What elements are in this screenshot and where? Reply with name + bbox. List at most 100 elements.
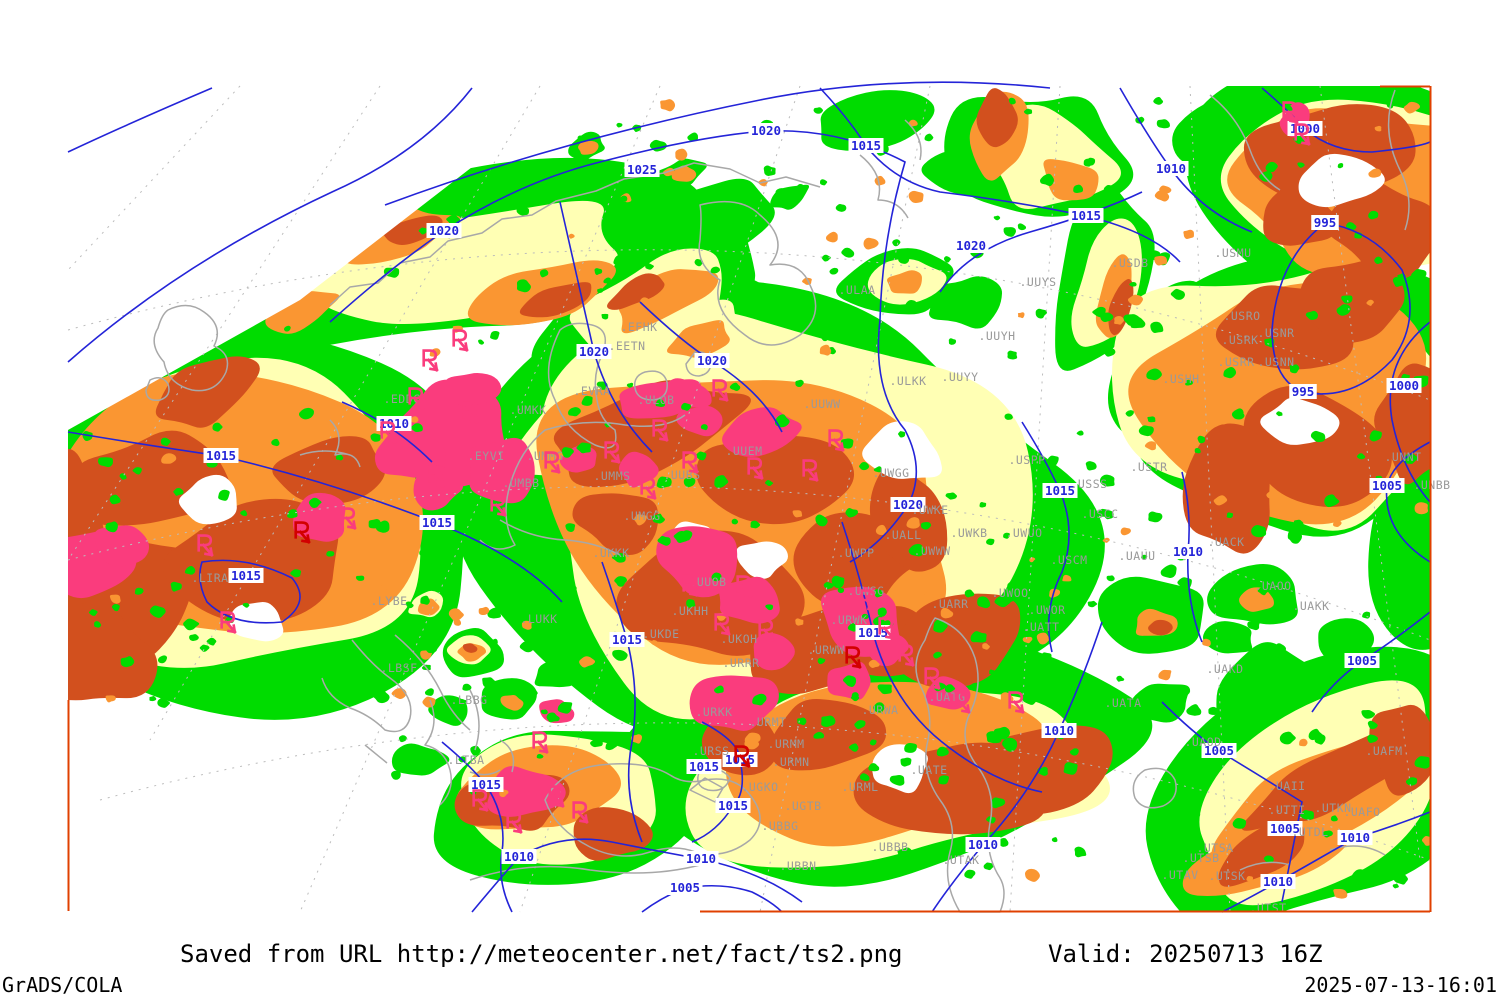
thunderstorm-symbol bbox=[422, 349, 439, 372]
prob-shade-speck bbox=[650, 640, 658, 645]
prob-shade-speck bbox=[1330, 815, 1338, 822]
prob-shade-speck bbox=[825, 231, 838, 243]
prob-shade-speck bbox=[105, 521, 118, 533]
prob-shade-speck bbox=[603, 277, 612, 284]
prob-shade-blob bbox=[1298, 153, 1385, 208]
prob-shade-speck bbox=[1232, 817, 1247, 829]
prob-shade-speck bbox=[490, 330, 500, 340]
isobar-label-box bbox=[953, 238, 989, 253]
prob-shade-speck bbox=[283, 325, 291, 332]
prob-shade-speck bbox=[398, 735, 408, 743]
prob-shade-speck bbox=[561, 584, 577, 597]
station-label: .ULKK bbox=[889, 374, 926, 388]
prob-shade-speck bbox=[1398, 867, 1406, 873]
thunderstorm-symbol bbox=[572, 801, 589, 824]
graticule-line bbox=[1189, 85, 1231, 913]
prob-shade-speck bbox=[149, 605, 166, 618]
prob-shade-speck bbox=[114, 413, 124, 421]
coastline bbox=[153, 304, 229, 392]
prob-shade-speck bbox=[579, 656, 596, 668]
prob-shade-blob bbox=[178, 474, 237, 525]
prob-shade-speck bbox=[327, 683, 338, 691]
isobar-label: 1015 bbox=[689, 759, 719, 774]
isobar-label-box bbox=[501, 849, 537, 864]
prob-shade-speck bbox=[410, 423, 423, 432]
prob-shade-speck bbox=[1029, 557, 1036, 563]
prob-shade-speck bbox=[1002, 593, 1016, 604]
prob-shade-speck bbox=[554, 340, 572, 354]
prob-shade-speck bbox=[308, 497, 322, 509]
prob-shade-speck bbox=[372, 690, 390, 704]
isobar-label-box bbox=[1260, 874, 1296, 889]
prob-shade-blob bbox=[1130, 683, 1190, 723]
prob-shade-speck bbox=[410, 416, 419, 423]
station-label: .UUYH bbox=[978, 329, 1015, 343]
thunderstorm-symbol bbox=[472, 789, 489, 812]
prob-shade-speck bbox=[868, 763, 880, 772]
prob-shade-speck bbox=[813, 731, 825, 739]
thunderstorm-symbol bbox=[652, 419, 669, 442]
prob-shade-speck bbox=[998, 837, 1009, 847]
isobar-label: 1015 bbox=[1045, 483, 1075, 498]
prob-shade-speck bbox=[462, 683, 472, 691]
prob-shade-speck bbox=[1125, 410, 1134, 417]
prob-shade-speck bbox=[1247, 620, 1260, 631]
station-label: .UNNT bbox=[1384, 450, 1421, 464]
prob-shade-speck bbox=[868, 659, 880, 668]
prob-shade-speck bbox=[714, 475, 729, 489]
prob-shade-blob bbox=[1369, 704, 1434, 796]
prob-shade-speck bbox=[1231, 408, 1244, 420]
thunderstorm-symbol bbox=[878, 617, 895, 640]
prob-shade-speck bbox=[1099, 312, 1114, 322]
prob-shade-speck bbox=[1073, 184, 1084, 193]
prob-shade-speck bbox=[478, 606, 490, 616]
prob-shade-speck bbox=[482, 677, 496, 688]
isobar-line bbox=[1161, 701, 1303, 903]
prob-shade-speck bbox=[1170, 288, 1185, 300]
station-label: .UWWW bbox=[913, 544, 950, 558]
prob-shade-blob bbox=[467, 437, 535, 504]
station-label: .UUYY bbox=[941, 370, 978, 384]
prob-shade-speck bbox=[1366, 871, 1375, 878]
prob-shade-blob bbox=[872, 744, 928, 794]
prob-shade-speck bbox=[991, 797, 1006, 809]
prob-shade-speck bbox=[1194, 447, 1201, 454]
prob-shade-blob bbox=[753, 632, 795, 671]
prob-shade-speck bbox=[1049, 512, 1060, 522]
prob-shade-speck bbox=[1367, 734, 1378, 743]
prob-shade-speck bbox=[516, 279, 531, 293]
prob-shade-speck bbox=[993, 726, 1010, 740]
prob-shade-speck bbox=[1146, 368, 1162, 381]
station-label: .EVRA bbox=[573, 384, 610, 398]
coastline bbox=[424, 689, 515, 806]
prob-shade-speck bbox=[675, 148, 688, 161]
graticule-line bbox=[67, 249, 1431, 401]
station-label: .UATE bbox=[910, 763, 947, 777]
prob-shade-blob bbox=[578, 140, 599, 155]
prob-shade-speck bbox=[546, 712, 560, 723]
prob-shade-speck bbox=[1246, 875, 1254, 882]
coastline bbox=[698, 200, 817, 346]
thunderstorm-symbol bbox=[532, 731, 549, 754]
prob-shade-blob bbox=[1148, 619, 1173, 636]
prob-shade-speck bbox=[1108, 204, 1124, 219]
prob-shade-speck bbox=[183, 618, 200, 631]
prob-shade-blob bbox=[607, 273, 665, 310]
isobar-label: 1015 bbox=[471, 777, 501, 792]
isobar-label: 1005 bbox=[1204, 743, 1234, 758]
station-label: .UAUU bbox=[1118, 549, 1155, 563]
thunderstorm-symbol bbox=[452, 329, 469, 352]
prob-shade-speck bbox=[1069, 748, 1079, 756]
isobar-label: 1005 bbox=[670, 880, 700, 895]
prob-shade-speck bbox=[1337, 163, 1344, 169]
prob-shade-speck bbox=[534, 629, 546, 638]
station-label: .UALL bbox=[884, 528, 921, 542]
prob-shade-speck bbox=[906, 517, 920, 529]
prob-shade-speck bbox=[1076, 430, 1084, 436]
prob-shade-speck bbox=[936, 746, 949, 757]
prob-shade-blob bbox=[1043, 159, 1099, 201]
prob-shade-speck bbox=[105, 695, 116, 703]
prob-shade-speck bbox=[863, 237, 879, 250]
